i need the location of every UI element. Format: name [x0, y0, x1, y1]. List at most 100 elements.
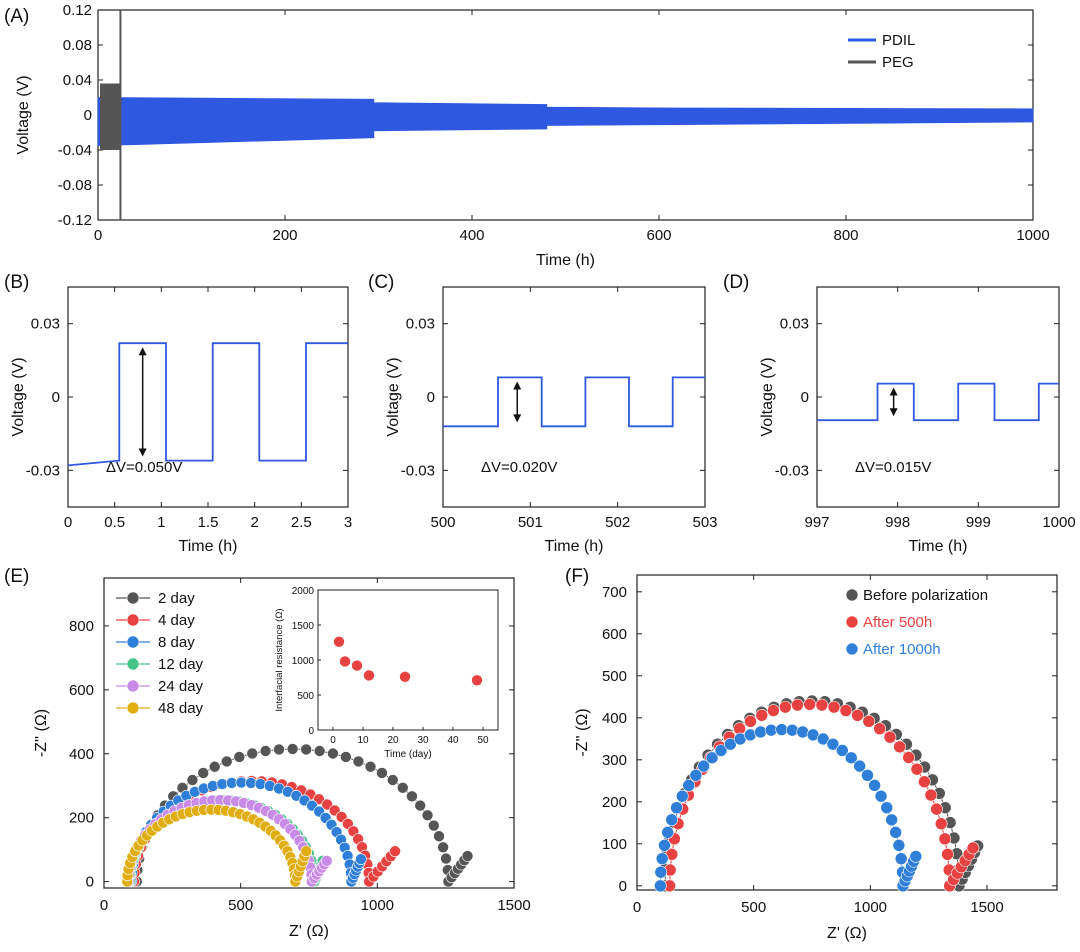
x-tick-label: 0 [64, 514, 72, 531]
y-tick-label: 2000 [292, 586, 315, 597]
data-point [654, 879, 667, 893]
y-tick-label: 1000 [292, 656, 315, 667]
data-point [300, 743, 312, 756]
x-tick-label: 503 [692, 514, 717, 531]
data-point [665, 813, 679, 827]
y-tick-label: 200 [69, 810, 94, 827]
x-tick-label: 999 [966, 514, 991, 531]
peg-voltage-band [100, 83, 120, 150]
legend: PDIL PEG [848, 32, 915, 71]
data-point [893, 740, 906, 754]
panel-label: (A) [4, 6, 29, 27]
data-point [689, 769, 703, 782]
x-tick-label: 0 [94, 227, 102, 244]
data-point [661, 826, 674, 839]
data-point [313, 745, 326, 757]
inset-x-label: Time (day) [384, 749, 431, 760]
data-point [675, 789, 689, 803]
x-axis-label: Time (h) [179, 538, 238, 555]
x-tick-label: 500 [741, 899, 766, 916]
data-point [803, 698, 816, 711]
data-point [670, 801, 683, 814]
y-tick-label: 0 [427, 389, 435, 406]
x-tick-label: 400 [459, 227, 484, 244]
data-point [320, 855, 333, 867]
data-point [461, 850, 474, 862]
x-tick-label: 1000 [854, 899, 887, 916]
data-point [327, 747, 339, 760]
y-tick-label: 0 [86, 874, 94, 891]
legend-label-pdil: PDIL [882, 32, 915, 49]
legend-label-peg: PEG [882, 54, 914, 71]
legend-label: 24 day [158, 678, 204, 695]
x-tick-label: 20 [387, 735, 399, 746]
x-tick-label: 30 [417, 735, 429, 746]
voltage-step-trace [443, 376, 705, 428]
data-point [386, 774, 399, 786]
y-tick-label: -0.03 [775, 462, 809, 479]
x-axis-label: Z' (Ω) [289, 923, 329, 940]
y-tick-label: 400 [69, 746, 94, 763]
panel-label: (E) [4, 566, 29, 587]
data-point [894, 852, 908, 865]
y-axis-label: Voltage (V) [385, 357, 402, 436]
x-tick-label: 1500 [970, 899, 1003, 916]
data-point [853, 759, 866, 773]
y-tick-label: 600 [602, 626, 627, 643]
legend-marker [126, 613, 140, 627]
series-after-500h [663, 698, 980, 893]
data-point [862, 715, 876, 728]
y-tick-label: 0 [52, 389, 60, 406]
panel-label: (F) [565, 566, 589, 587]
x-tick-label: 998 [885, 514, 910, 531]
series-line [659, 729, 917, 886]
x-tick-label: 40 [447, 735, 459, 746]
y-axis-label: Voltage (V) [15, 75, 32, 154]
x-tick-label: 1.5 [198, 514, 219, 531]
legend-label: 2 day [158, 590, 195, 607]
x-tick-label: 0 [633, 899, 641, 916]
delta-v-arrow-head [138, 347, 147, 356]
y-tick-label: -0.08 [58, 177, 92, 194]
data-point [941, 847, 954, 861]
data-point [909, 850, 923, 863]
y-tick-label: 400 [602, 710, 627, 727]
data-point [352, 755, 365, 768]
data-point [827, 700, 841, 714]
panel-b: 0 0.5 1 1.5 2 2.5 3 0.03 0 -0.03 Time (h) Voltage (… [4, 272, 352, 555]
x-tick-label: 0 [330, 735, 336, 746]
y-axis-label: Voltage (V) [759, 357, 776, 436]
y-tick-label: -0.03 [26, 462, 60, 479]
data-point [764, 723, 778, 737]
data-point [826, 737, 840, 751]
legend: Before polarization After 500h After 1000h [845, 587, 988, 658]
x-tick-label: 500 [430, 514, 455, 531]
data-point [775, 723, 788, 736]
y-tick-label: 1500 [292, 621, 315, 632]
inset-data-point [363, 669, 375, 682]
data-point [836, 744, 849, 757]
legend-marker [126, 679, 140, 693]
y-tick-label: 0.12 [63, 2, 92, 19]
data-point [186, 774, 199, 786]
data-point [844, 751, 858, 765]
data-point [785, 723, 799, 737]
data-point [355, 853, 367, 866]
x-tick-label: 1000 [361, 897, 394, 914]
x-tick-label: 501 [518, 514, 543, 531]
data-point [861, 769, 874, 782]
data-point [910, 762, 924, 776]
inset-data-point [399, 670, 411, 683]
data-point [421, 809, 434, 822]
data-point [273, 743, 285, 756]
y-tick-label: 100 [602, 836, 627, 853]
data-point [767, 704, 780, 717]
data-point [873, 722, 886, 735]
delta-v-arrow-head [513, 381, 522, 390]
x-axis-label: Z' (Ω) [827, 925, 867, 942]
inset-data-point [333, 635, 345, 648]
data-point [207, 780, 219, 792]
panel-label: (B) [4, 272, 29, 293]
data-point [682, 779, 696, 792]
